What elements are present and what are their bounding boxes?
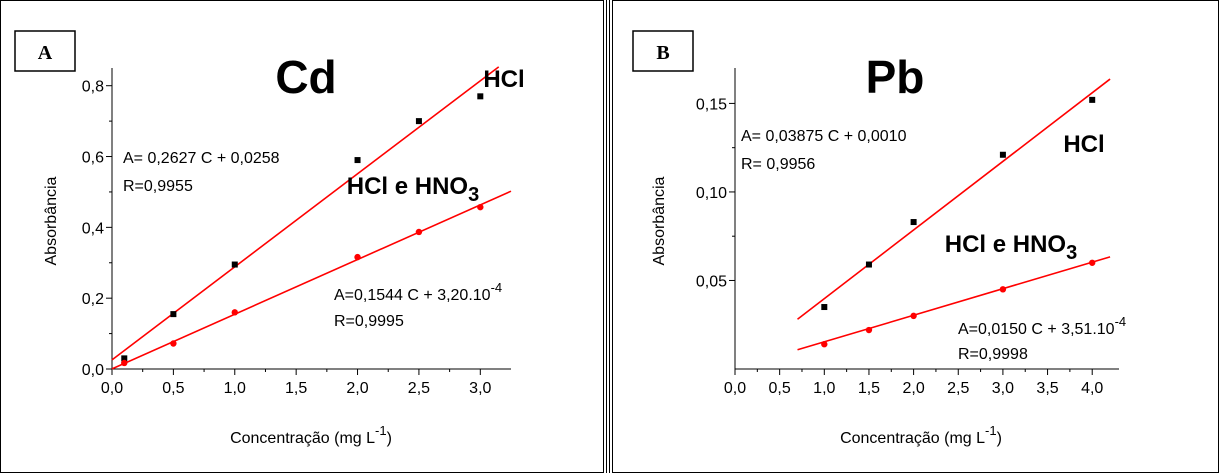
x-axis-title: Concentração (mg L-1) [840, 423, 1002, 447]
data-point-hcl-hno3 [354, 253, 361, 261]
x-tick-label: 0,0 [101, 380, 123, 397]
chart-a-canvas: 0,0 0,5 1,0 1,5 2,0 2,5 3,0 0,0 0,2 0,4 0,6 0,8 Conc… [14, 30, 525, 447]
x-tick-label: 1,0 [224, 380, 246, 397]
data-point-hcl-hno3 [231, 309, 238, 316]
y-tick-label: 0,10 [696, 185, 727, 202]
fit-r-value: R=0,9955 [123, 178, 193, 195]
data-point-hcl [999, 151, 1006, 158]
y-tick-label: 0,15 [696, 96, 727, 113]
data-point-hcl-hno3 [477, 203, 484, 211]
data-point-hcl-hno3 [910, 312, 917, 320]
fit-equation: A=0,0150 C + 3,51.10-4 [958, 314, 1126, 338]
data-point-hcl [477, 93, 484, 100]
data-point-hcl-hno3 [999, 286, 1007, 293]
data-point-hcl-hno3 [170, 340, 177, 347]
fit-line-hcl-hno3 [111, 190, 512, 370]
x-tick-label: 2,5 [408, 380, 430, 397]
x-tick-label: 1,0 [813, 380, 835, 397]
chart-group: 0,0 0,5 1,0 1,5 2,0 2,5 3,0 0,0 0,2 0,4 0,6 0,8 Conc… [14, 30, 525, 447]
x-tick-label: 4,0 [1081, 380, 1103, 397]
chart-title: Pb [866, 51, 925, 103]
y-axis-title: Absorbância [43, 176, 60, 265]
y-axis-title: Absorbância [651, 176, 668, 265]
fit-equation: A= 0,03875 C + 0,0010 [741, 128, 907, 145]
y-tick-label: 0,05 [696, 273, 727, 290]
data-point-hcl [415, 118, 422, 125]
x-tick-label: 1,5 [285, 380, 307, 397]
chart-group: 0,0 0,5 1,0 1,5 2,0 2,5 3,0 3,5 4,0 0,05 0,10 0,15 C… [632, 30, 1126, 447]
data-point-hcl [170, 311, 177, 318]
data-point-hcl [354, 157, 361, 164]
data-point-hcl [1089, 96, 1096, 103]
panel-label-box [14, 30, 76, 72]
fit-r-value: R= 0,9956 [741, 156, 815, 173]
series-label-hcl: HCl [1063, 131, 1104, 158]
x-tick-label: 0,5 [162, 380, 184, 397]
fit-line-hcl-hno3 [797, 256, 1111, 351]
chart-panel-a: 0,0 0,5 1,0 1,5 2,0 2,5 3,0 0,0 0,2 0,4 0,6 0,8 Conc… [0, 0, 604, 473]
panel-label: A [38, 42, 53, 64]
series-label-hcl-hno3: HCl e HNO3 [347, 173, 479, 206]
y-tick-label: 0,4 [82, 220, 104, 237]
data-point-hcl [231, 261, 238, 268]
y-tick-label: 0,2 [82, 291, 104, 308]
fit-r-value: R=0,9995 [334, 313, 404, 330]
panel-label: B [656, 42, 669, 64]
data-point-hcl-hno3 [865, 326, 873, 334]
fit-line-hcl [797, 78, 1111, 320]
x-tick-label: 2,5 [947, 380, 969, 397]
y-tick-label: 0,8 [82, 79, 104, 96]
y-tick-label: 0,0 [82, 362, 104, 379]
data-point-hcl-hno3 [415, 228, 423, 236]
chart-panel-b: 0,0 0,5 1,0 1,5 2,0 2,5 3,0 3,5 4,0 0,05 0,10 0,15 C… [612, 0, 1219, 473]
chart-b-canvas: 0,0 0,5 1,0 1,5 2,0 2,5 3,0 3,5 4,0 0,05 0,10 0,15 C… [632, 30, 1126, 447]
x-tick-label: 3,0 [469, 380, 491, 397]
data-point-hcl [865, 261, 872, 268]
data-point-hcl [821, 304, 828, 311]
x-tick-label: 0,5 [769, 380, 791, 397]
series-label-hcl: HCl [483, 66, 524, 93]
data-point-hcl-hno3 [821, 341, 828, 348]
x-tick-label: 2,0 [346, 380, 368, 397]
x-tick-label: 3,0 [992, 380, 1014, 397]
chart-title: Cd [275, 51, 336, 103]
panel-label-box [632, 30, 694, 72]
x-tick-label: 1,5 [858, 380, 880, 397]
data-point-hcl-hno3 [121, 359, 128, 367]
data-point-hcl [121, 355, 128, 362]
fit-line-hcl [111, 66, 500, 361]
series-label-hcl-hno3: HCl e HNO3 [945, 231, 1077, 264]
fit-equation: A=0,1544 C + 3,20.10-4 [334, 280, 502, 304]
x-tick-label: 3,5 [1036, 380, 1058, 397]
x-axis-title: Concentração (mg L-1) [230, 423, 392, 447]
data-point-hcl [910, 219, 917, 226]
y-tick-label: 0,6 [82, 150, 104, 167]
data-point-hcl-hno3 [1089, 259, 1096, 266]
x-tick-label: 0,0 [724, 380, 746, 397]
x-tick-label: 2,0 [902, 380, 924, 397]
fit-equation: A= 0,2627 C + 0,0258 [123, 150, 280, 167]
panel-divider [606, 0, 610, 473]
fit-r-value: R=0,9998 [958, 346, 1028, 363]
